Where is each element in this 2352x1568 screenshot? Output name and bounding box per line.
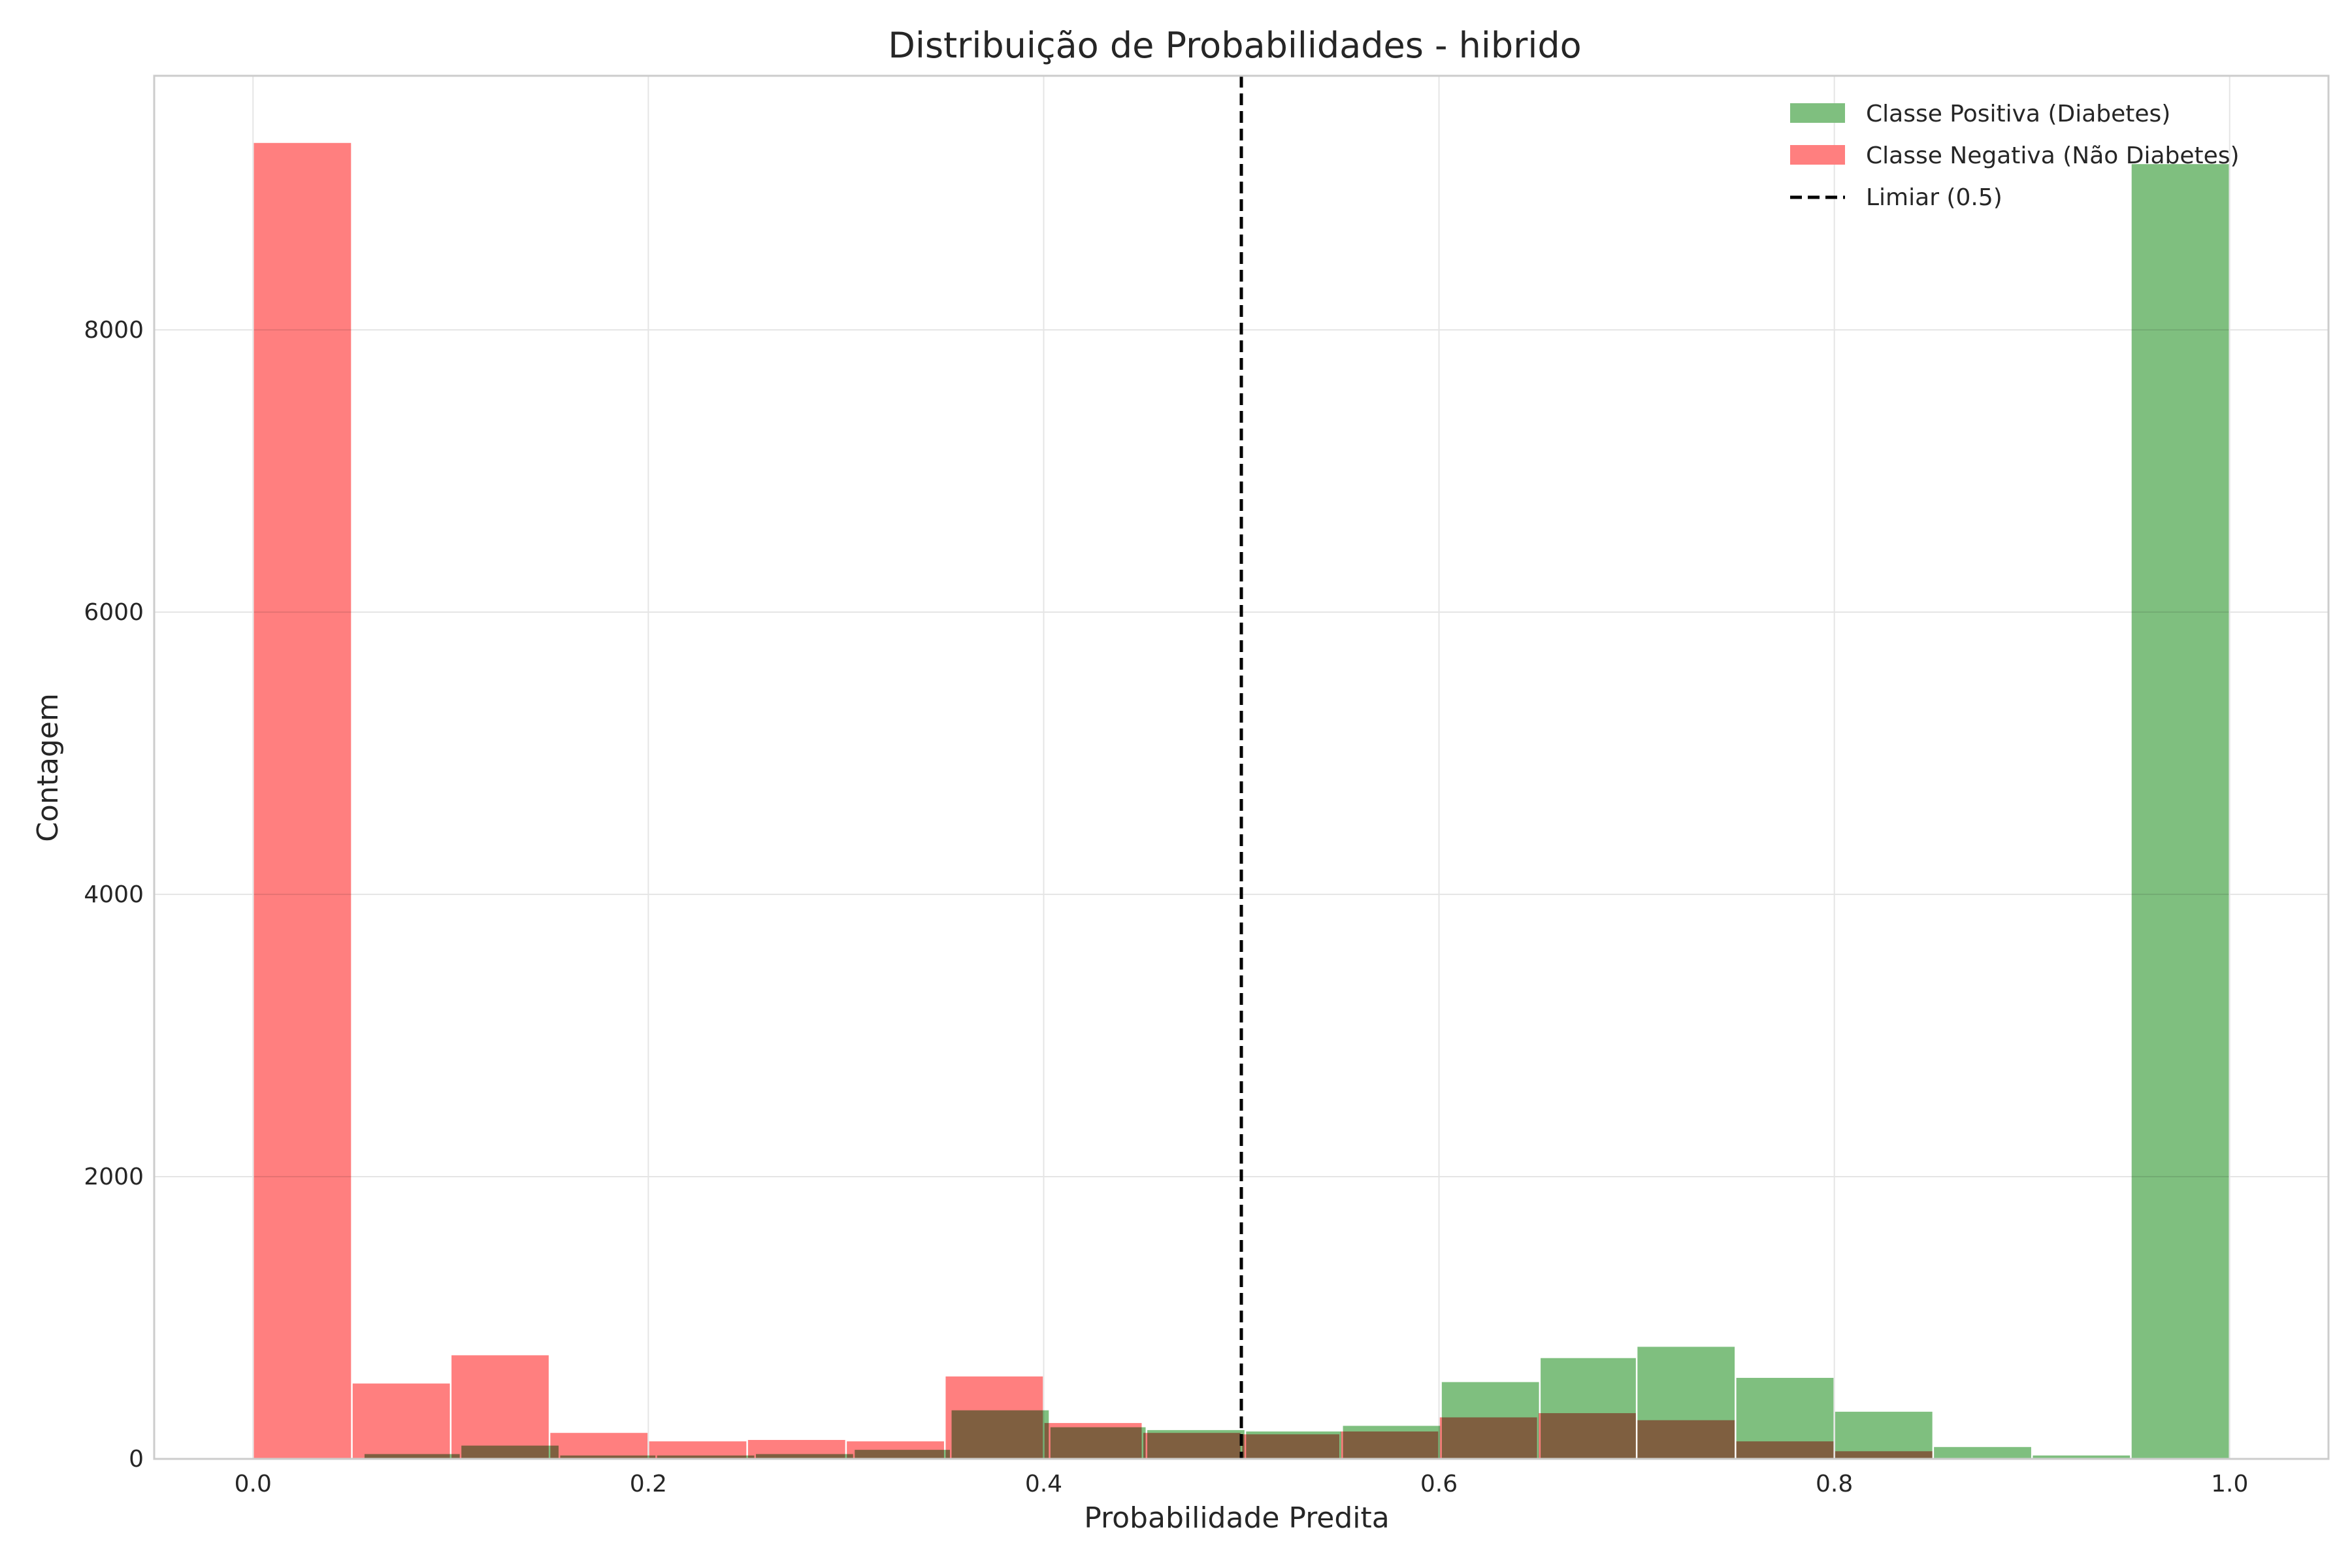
y-tick-label: 2000 [84, 1164, 144, 1190]
x-tick-label: 0.0 [235, 1471, 272, 1497]
x-tick-label: 1.0 [2211, 1471, 2248, 1497]
histogram-bar [1635, 1418, 1737, 1460]
plot-frame [153, 74, 2330, 1460]
legend-label: Limiar (0.5) [1866, 184, 2002, 211]
histogram-bar [1339, 1429, 1440, 1460]
y-tick-label: 6000 [84, 599, 144, 626]
histogram-bar [1240, 1432, 1341, 1460]
series-negative [252, 141, 1935, 1460]
histogram-bar [1735, 1439, 1835, 1460]
histogram-bar [943, 1375, 1045, 1460]
histogram-bar [1141, 1431, 1243, 1460]
legend-label: Classe Negativa (Não Diabetes) [1866, 142, 2240, 169]
x-tick-label: 0.4 [1025, 1471, 1062, 1497]
y-tick-label: 0 [129, 1446, 144, 1473]
histogram-bar [2130, 162, 2230, 1460]
legend-label: Classe Positiva (Diabetes) [1866, 101, 2170, 127]
histogram-bar [647, 1439, 748, 1460]
x-tick-label: 0.6 [1420, 1471, 1458, 1497]
y-tick-label: 4000 [84, 881, 144, 908]
histogram-bar [548, 1431, 649, 1460]
histogram-bar [1932, 1445, 2033, 1460]
histogram-bar [1043, 1421, 1143, 1460]
x-axis-label: Probabilidade Predita [1084, 1501, 1390, 1535]
x-tick-label: 0.8 [1816, 1471, 1853, 1497]
legend-swatch [1790, 145, 1845, 165]
y-tick-label: 8000 [84, 317, 144, 344]
histogram-bar [1833, 1449, 1935, 1460]
histogram-bar [845, 1439, 946, 1460]
legend: Classe Positiva (Diabetes) Classe Negativ… [1790, 101, 2240, 211]
x-tick-label: 0.2 [630, 1471, 667, 1497]
histogram-bar [1537, 1411, 1638, 1460]
y-axis-label: Contagem [31, 693, 65, 842]
histogram-bar [351, 1382, 452, 1460]
legend-swatch [1790, 103, 1845, 123]
histogram-bar [1438, 1415, 1539, 1460]
histogram-bars [252, 141, 2230, 1460]
chart-title: Distribuição de Probabilidades - hibrido [888, 25, 1581, 66]
histogram-bar [746, 1438, 847, 1460]
axis-ticks: 0.0 0.2 0.4 0.6 0.8 1.0 0 2000 4000 6000 8000 [84, 317, 2248, 1497]
histogram-bar [449, 1353, 551, 1460]
histogram-bar [252, 141, 353, 1460]
